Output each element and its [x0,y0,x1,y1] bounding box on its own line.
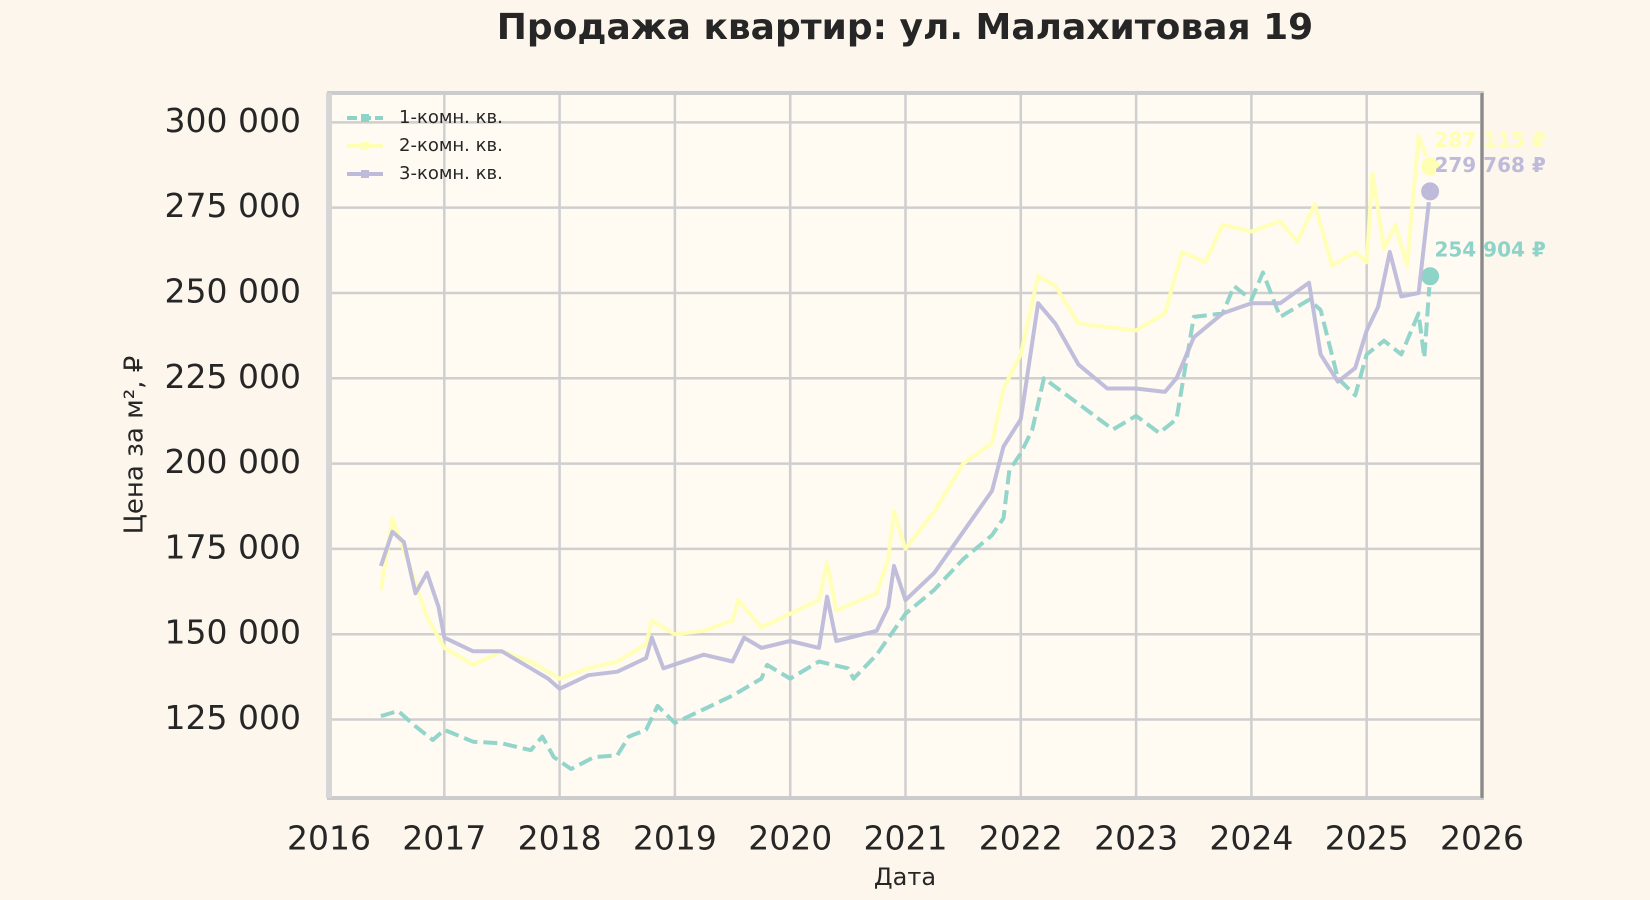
x-tick-label: 2018 [518,819,602,858]
x-tick-label: 2022 [979,819,1063,858]
legend-label: 2-комн. кв. [399,135,503,156]
y-tick-label: 175 000 [165,527,301,566]
legend-label: 1-комн. кв. [399,107,503,128]
x-tick-label: 2024 [1209,819,1293,858]
x-tick-label: 2025 [1325,819,1409,858]
y-axis-label: Цена за м², ₽ [120,356,150,535]
series-line [380,270,1433,771]
x-tick-label: 2026 [1440,819,1524,858]
legend-marker [361,114,369,122]
y-tick-label: 200 000 [165,442,301,481]
end-point [1419,180,1442,203]
x-tick-label: 2021 [864,819,948,858]
end-point [1419,155,1442,178]
end-label: 287 115 ₽ [1434,128,1545,152]
y-tick-label: 225 000 [165,357,301,396]
legend-marker [361,142,369,150]
series-line [378,134,1432,681]
y-tick-label: 275 000 [165,186,301,225]
x-tick-label: 2016 [287,819,371,858]
end-label: 254 904 ₽ [1434,238,1545,262]
y-tick-label: 250 000 [165,271,301,310]
x-tick-label: 2023 [1094,819,1178,858]
y-tick-label: 300 000 [165,101,301,140]
legend-label: 3-комн. кв. [399,163,503,184]
y-tick-label: 150 000 [165,613,301,652]
x-tick-label: 2019 [633,819,717,858]
x-tick-label: 2020 [748,819,832,858]
end-label: 279 768 ₽ [1434,153,1545,177]
x-tick-label: 2017 [402,819,486,858]
series-line [379,191,1433,691]
y-tick-label: 125 000 [165,698,301,737]
chart-title: Продажа квартир: ул. Малахитовая 19 [497,7,1313,48]
x-axis-label: Дата [874,863,936,891]
legend-marker [361,170,369,178]
